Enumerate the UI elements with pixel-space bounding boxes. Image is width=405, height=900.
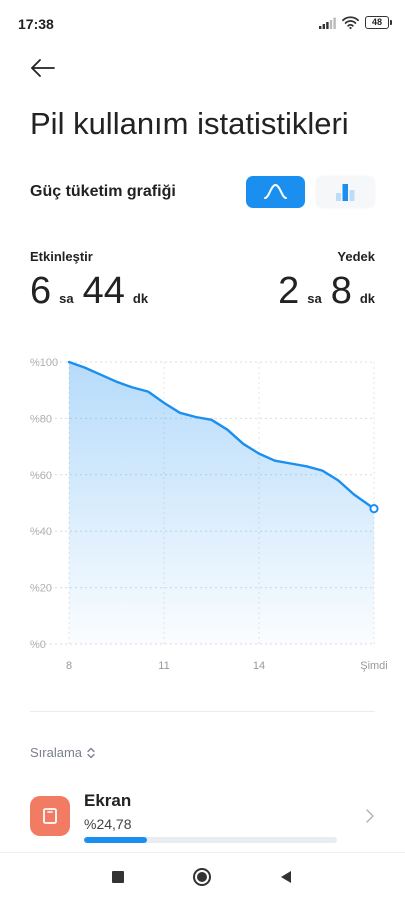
status-bar: 17:38 48 — [0, 0, 405, 46]
home-circle-icon — [193, 868, 211, 886]
standby-minutes-unit: dk — [359, 291, 375, 306]
standby-hours: 2 — [278, 270, 300, 312]
x-tick-label: Şimdi — [360, 660, 388, 672]
y-tick-label: %20 — [30, 583, 52, 595]
series-line — [67, 360, 376, 510]
battery-usage-chart: %100 %80 %60 %40 %20 %0 8 11 14 Şimdi — [30, 357, 388, 672]
active-hours: 6 — [30, 270, 52, 312]
app-name: Ekran — [84, 791, 132, 810]
back-button[interactable] — [28, 54, 60, 84]
line-chart-icon — [264, 183, 287, 199]
app-usage-progress-fill — [84, 837, 147, 843]
status-icons: 48 — [319, 16, 392, 29]
navigation-bar — [0, 852, 405, 900]
divider — [30, 711, 375, 712]
back-triangle-icon — [281, 871, 291, 883]
battery-icon: 48 — [365, 16, 392, 29]
x-tick-label: 8 — [66, 660, 72, 672]
current-point-marker — [369, 504, 379, 514]
app-usage-item-ekran[interactable]: Ekran %24,78 — [0, 782, 405, 852]
line-chart-toggle[interactable] — [246, 176, 305, 208]
active-time-value: 6 sa 44 dk — [30, 270, 148, 313]
wifi-icon — [342, 16, 359, 29]
chevron-right-icon — [366, 809, 374, 823]
app-usage-progress — [84, 837, 337, 843]
recents-button[interactable] — [108, 867, 128, 887]
bar-chart-toggle[interactable] — [316, 176, 375, 208]
standby-hours-unit: sa — [307, 291, 322, 306]
home-button[interactable] — [192, 867, 212, 887]
x-tick-label: 14 — [253, 660, 265, 672]
page-title: Pil kullanım istatistikleri — [30, 106, 349, 141]
active-hours-unit: sa — [59, 291, 74, 306]
standby-minutes: 8 — [330, 270, 352, 312]
sort-dropdown[interactable]: Sıralama — [30, 745, 96, 760]
sort-label: Sıralama — [30, 745, 83, 760]
x-tick-label: 11 — [158, 660, 169, 672]
y-tick-label: %60 — [30, 470, 52, 482]
active-minutes: 44 — [82, 270, 125, 312]
y-tick-label: %80 — [30, 413, 52, 425]
screen-icon — [30, 796, 70, 836]
sort-chevron-icon — [87, 747, 95, 758]
app-percent: %24,78 — [84, 816, 132, 832]
series-area — [69, 362, 374, 644]
y-tick-label: %0 — [30, 639, 46, 651]
standby-time-value: 2 sa 8 dk — [278, 270, 375, 313]
active-minutes-unit: dk — [132, 291, 149, 306]
status-time: 17:38 — [18, 16, 54, 32]
section-title: Güç tüketim grafiği — [30, 183, 176, 200]
y-tick-label: %40 — [30, 526, 52, 538]
y-tick-label: %100 — [30, 357, 58, 369]
active-time-label: Etkinleştir — [30, 249, 93, 264]
standby-time-label: Yedek — [337, 249, 375, 264]
back-arrow-icon — [31, 59, 55, 77]
bar-chart-icon — [336, 184, 355, 201]
nav-back-button[interactable] — [276, 867, 296, 887]
signal-icon — [319, 17, 336, 29]
recents-square-icon — [112, 871, 124, 883]
